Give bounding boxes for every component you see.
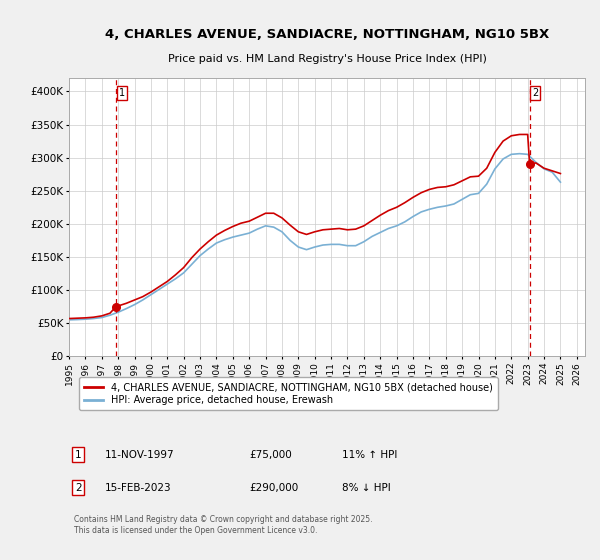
Text: Price paid vs. HM Land Registry's House Price Index (HPI): Price paid vs. HM Land Registry's House … (167, 54, 487, 64)
Text: 15-FEB-2023: 15-FEB-2023 (105, 483, 172, 493)
Text: 2: 2 (532, 88, 538, 98)
Legend: 4, CHARLES AVENUE, SANDIACRE, NOTTINGHAM, NG10 5BX (detached house), HPI: Averag: 4, CHARLES AVENUE, SANDIACRE, NOTTINGHAM… (79, 377, 498, 410)
Text: 1: 1 (118, 88, 125, 98)
Text: 1: 1 (75, 450, 82, 460)
Text: 11-NOV-1997: 11-NOV-1997 (105, 450, 175, 460)
Text: 8% ↓ HPI: 8% ↓ HPI (343, 483, 391, 493)
Text: 4, CHARLES AVENUE, SANDIACRE, NOTTINGHAM, NG10 5BX: 4, CHARLES AVENUE, SANDIACRE, NOTTINGHAM… (105, 28, 549, 41)
Text: £290,000: £290,000 (250, 483, 299, 493)
Text: 11% ↑ HPI: 11% ↑ HPI (343, 450, 398, 460)
Text: Contains HM Land Registry data © Crown copyright and database right 2025.
This d: Contains HM Land Registry data © Crown c… (74, 515, 373, 535)
Text: 2: 2 (75, 483, 82, 493)
Text: £75,000: £75,000 (250, 450, 292, 460)
